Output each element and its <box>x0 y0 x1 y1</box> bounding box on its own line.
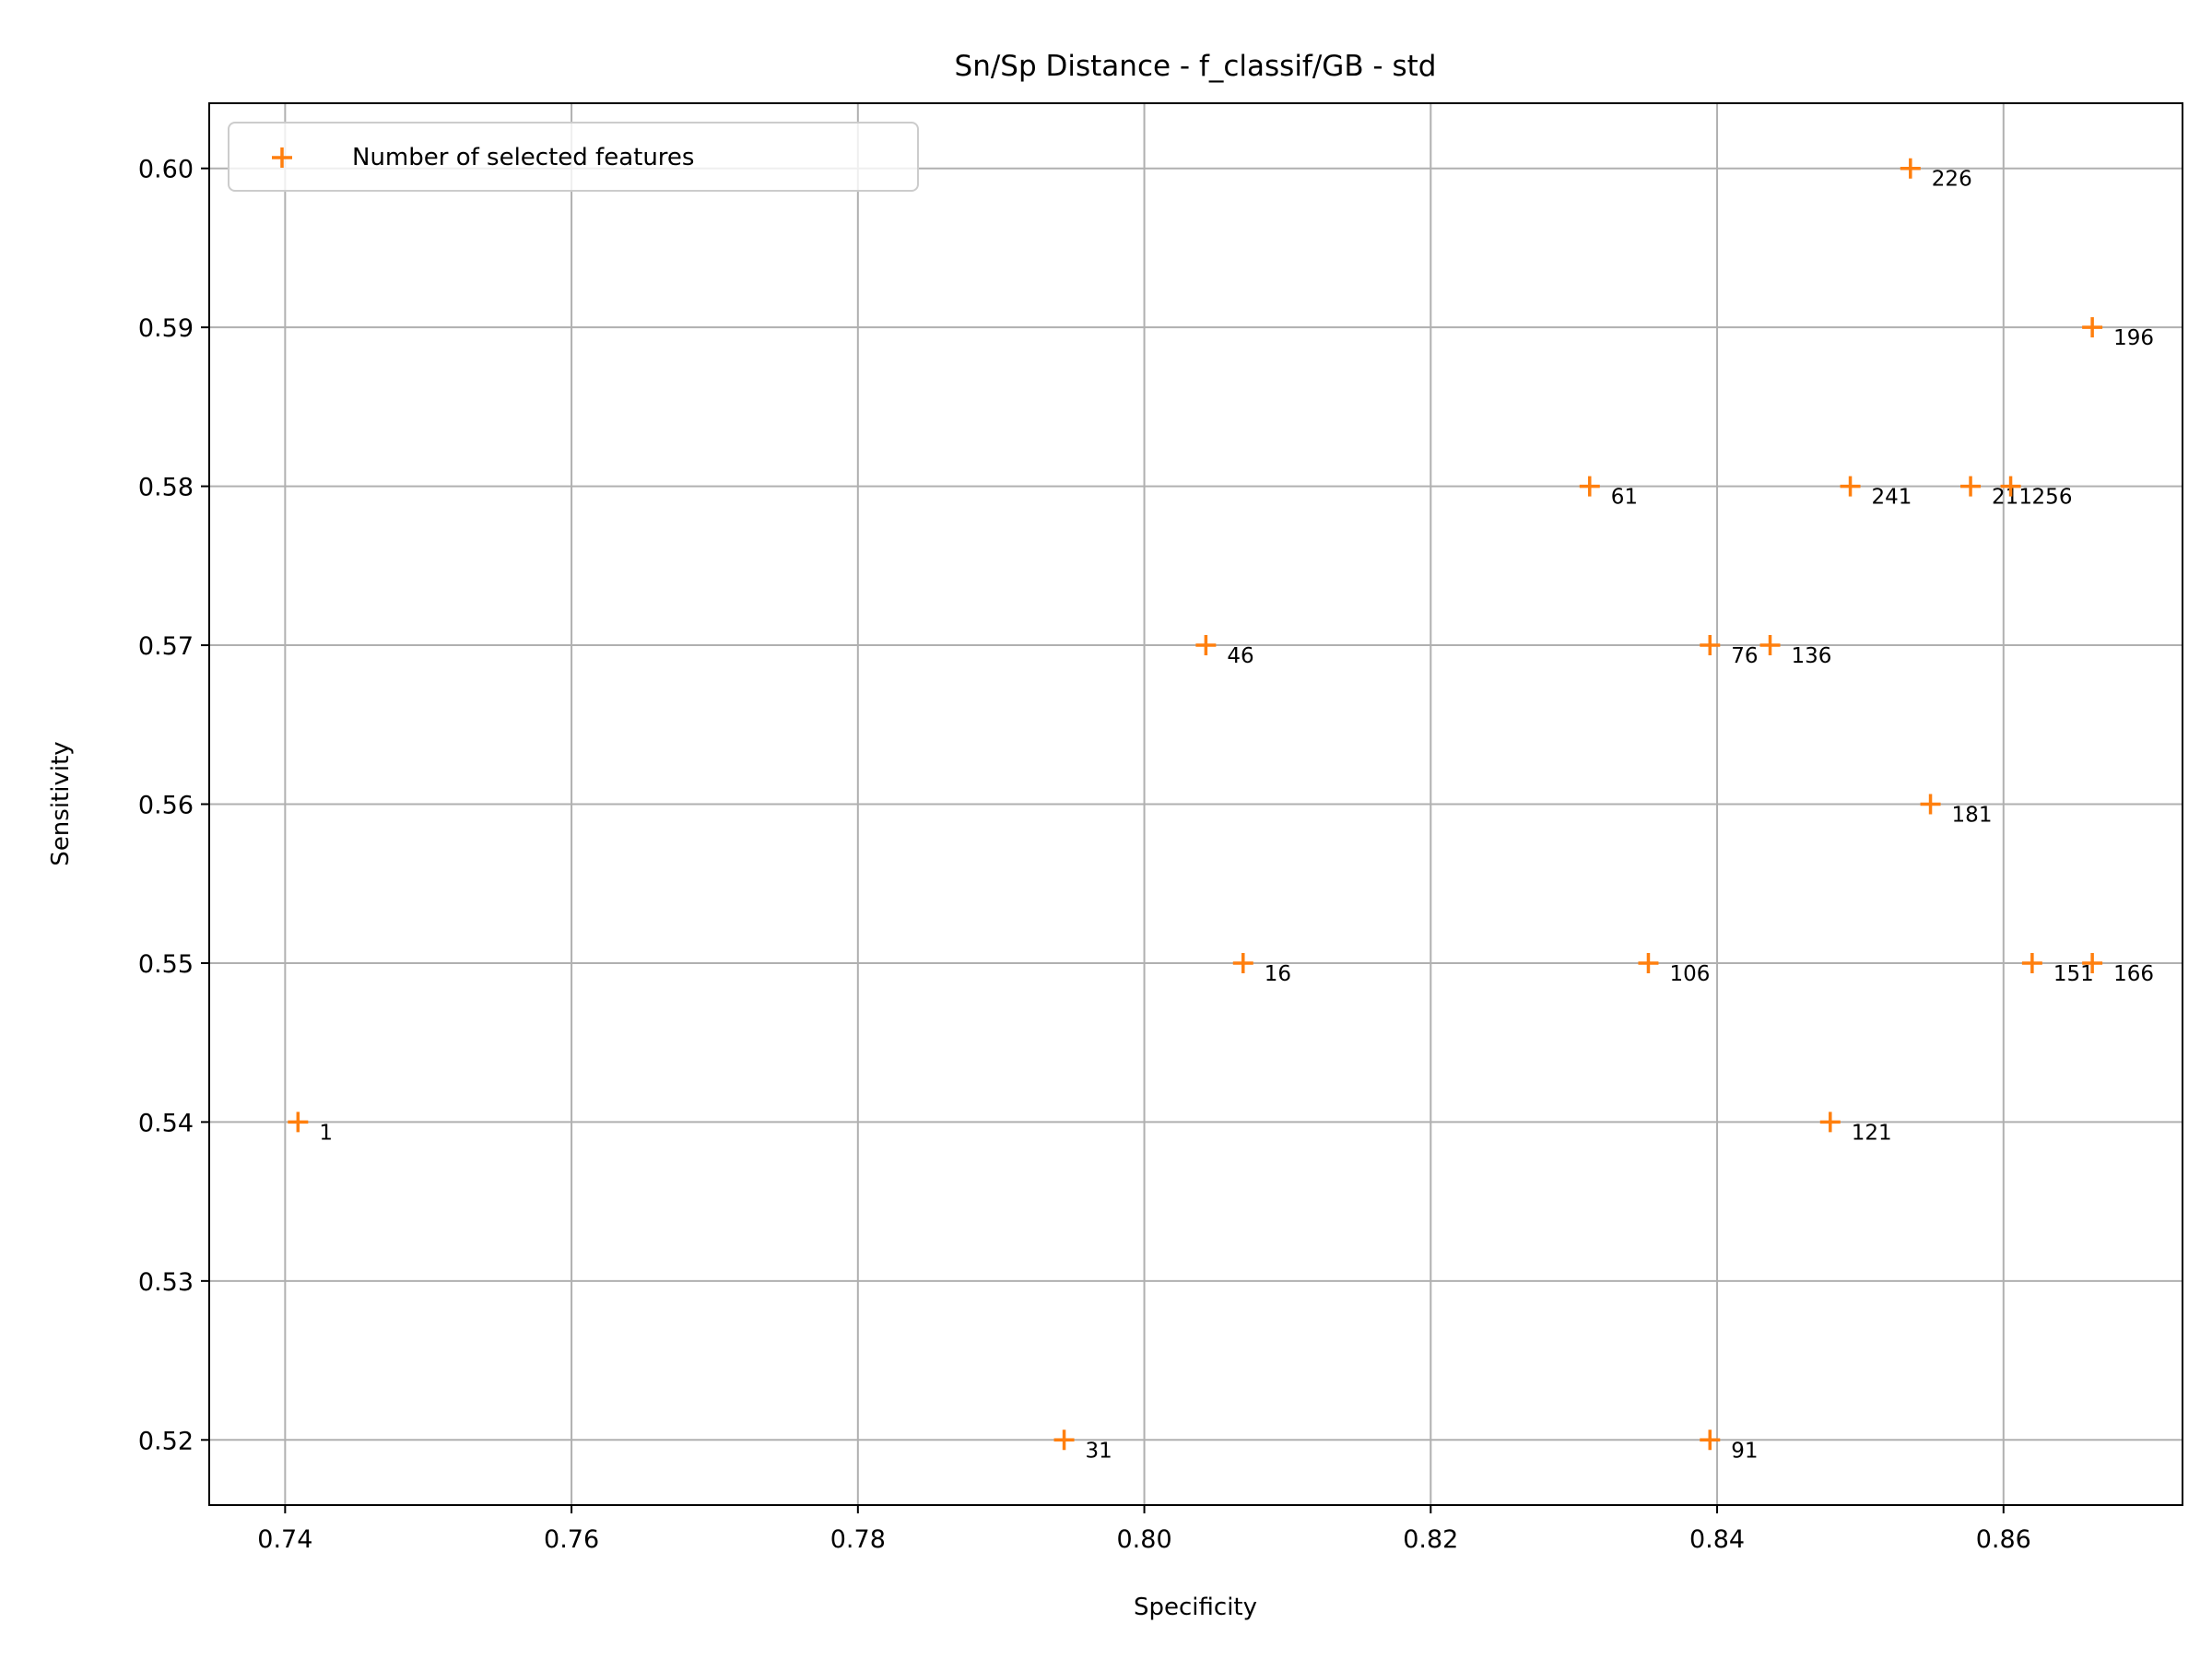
point-label: 16 <box>1265 962 1291 986</box>
y-tick-label: 0.57 <box>138 632 194 661</box>
plus-marker <box>1638 952 1659 973</box>
chart-title: Sn/Sp Distance - f_classif/GB - std <box>955 50 1437 83</box>
legend-label: Number of selected features <box>352 144 694 171</box>
x-tick-label: 0.78 <box>830 1525 886 1554</box>
data-point: 136 <box>1759 635 1832 668</box>
point-label: 106 <box>1669 962 1710 986</box>
data-point: 76 <box>1700 635 1759 668</box>
y-tick-label: 0.52 <box>138 1427 194 1455</box>
x-tick-label: 0.86 <box>1976 1525 2031 1554</box>
data-point: 226 <box>1900 158 1972 192</box>
point-label: 1 <box>319 1121 333 1145</box>
point-label: 61 <box>1611 486 1638 510</box>
plus-marker <box>1900 158 1921 179</box>
point-label: 196 <box>2113 326 2154 350</box>
data-point: 256 <box>2000 476 2073 510</box>
point-label: 31 <box>1086 1439 1112 1463</box>
plus-marker <box>2021 952 2042 973</box>
data-point: 46 <box>1195 635 1254 668</box>
data-point: 241 <box>1840 476 1912 510</box>
plus-marker <box>1195 635 1217 656</box>
legend: Number of selected features <box>228 122 919 192</box>
plus-marker <box>1700 1430 1721 1451</box>
data-point: 151 <box>2021 952 2094 986</box>
data-point: 61 <box>1579 476 1638 510</box>
data-point: 16 <box>1232 952 1291 986</box>
y-tick-label: 0.59 <box>138 314 194 343</box>
y-tick-label: 0.55 <box>138 950 194 979</box>
y-tick-label: 0.53 <box>138 1268 194 1297</box>
data-point: 1 <box>288 1112 333 1145</box>
plus-marker <box>2000 476 2021 497</box>
point-label: 46 <box>1227 644 1253 668</box>
x-tick-label: 0.74 <box>257 1525 312 1554</box>
point-label: 136 <box>1792 644 1832 668</box>
point-label: 226 <box>1932 168 1972 192</box>
x-axis-label: Specificity <box>1134 1594 1257 1621</box>
legend-marker-icon <box>272 147 292 168</box>
plus-marker <box>1840 476 1861 497</box>
x-tick-label: 0.82 <box>1403 1525 1458 1554</box>
data-point: 106 <box>1638 952 1710 986</box>
point-label: 241 <box>1872 486 1912 510</box>
y-tick-label: 0.60 <box>138 156 194 184</box>
point-label: 166 <box>2113 962 2154 986</box>
y-tick-label: 0.54 <box>138 1109 194 1137</box>
plus-marker <box>1819 1112 1841 1133</box>
data-point: 91 <box>1700 1430 1759 1463</box>
x-tick-label: 0.76 <box>544 1525 599 1554</box>
plus-marker <box>1579 476 1600 497</box>
data-point: 31 <box>1053 1430 1112 1463</box>
plus-marker <box>1232 952 1253 973</box>
plus-marker <box>1759 635 1781 656</box>
plus-marker <box>1920 794 1941 815</box>
plus-marker <box>1053 1430 1075 1451</box>
y-axis-label: Sensitivity <box>47 741 75 865</box>
point-label: 91 <box>1731 1439 1758 1463</box>
data-point: 121 <box>1819 1112 1892 1145</box>
plus-marker <box>288 1112 309 1133</box>
data-point: 166 <box>2082 952 2154 986</box>
y-tick-label: 0.58 <box>138 474 194 502</box>
plus-marker <box>1960 476 1982 497</box>
y-tick-label: 0.56 <box>138 792 194 820</box>
data-point: 181 <box>1920 794 1993 828</box>
data-point: 196 <box>2082 317 2154 350</box>
point-label: 151 <box>2053 962 2094 986</box>
plus-marker <box>2082 952 2103 973</box>
x-tick-label: 0.80 <box>1117 1525 1172 1554</box>
x-tick-label: 0.84 <box>1689 1525 1745 1554</box>
plus-marker <box>2082 317 2103 338</box>
point-label: 181 <box>1952 804 1993 828</box>
point-label: 76 <box>1731 644 1758 668</box>
legend-box <box>228 122 919 192</box>
y-axis-ticks: 0.52 0.53 0.54 0.55 0.56 0.57 0.58 0.59 0.60 <box>138 156 209 1455</box>
x-axis-ticks: 0.74 0.76 0.78 0.80 0.82 0.84 0.86 <box>257 1505 2031 1554</box>
point-label: 256 <box>2032 486 2073 510</box>
plus-marker <box>1700 635 1721 656</box>
point-label: 121 <box>1852 1121 1892 1145</box>
